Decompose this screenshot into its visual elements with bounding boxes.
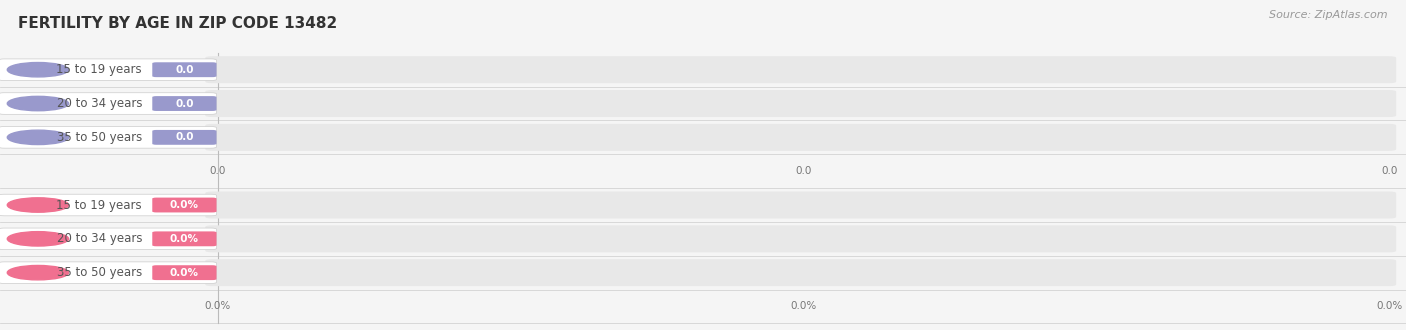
Circle shape: [7, 130, 69, 145]
Text: Source: ZipAtlas.com: Source: ZipAtlas.com: [1270, 10, 1388, 20]
FancyBboxPatch shape: [0, 262, 217, 283]
FancyBboxPatch shape: [205, 191, 1396, 218]
FancyBboxPatch shape: [152, 130, 217, 145]
FancyBboxPatch shape: [152, 231, 217, 246]
Circle shape: [7, 62, 69, 77]
FancyBboxPatch shape: [205, 225, 1396, 252]
FancyBboxPatch shape: [0, 93, 217, 114]
FancyBboxPatch shape: [152, 198, 217, 213]
Text: 0.0%: 0.0%: [1376, 302, 1402, 312]
Text: 0.0%: 0.0%: [170, 200, 198, 210]
FancyBboxPatch shape: [205, 124, 1396, 151]
FancyBboxPatch shape: [0, 127, 217, 148]
FancyBboxPatch shape: [152, 62, 217, 77]
FancyBboxPatch shape: [0, 59, 217, 81]
FancyBboxPatch shape: [205, 90, 1396, 117]
Circle shape: [7, 265, 69, 280]
Text: 20 to 34 years: 20 to 34 years: [56, 232, 142, 245]
FancyBboxPatch shape: [152, 265, 217, 280]
Text: 0.0%: 0.0%: [170, 268, 198, 278]
FancyBboxPatch shape: [0, 228, 217, 249]
Text: 35 to 50 years: 35 to 50 years: [56, 266, 142, 279]
Text: 0.0: 0.0: [176, 132, 194, 142]
FancyBboxPatch shape: [205, 259, 1396, 286]
Text: FERTILITY BY AGE IN ZIP CODE 13482: FERTILITY BY AGE IN ZIP CODE 13482: [18, 16, 337, 31]
Text: 0.0: 0.0: [176, 65, 194, 75]
Text: 15 to 19 years: 15 to 19 years: [56, 63, 142, 76]
Text: 0.0: 0.0: [209, 166, 226, 176]
Text: 0.0%: 0.0%: [790, 302, 817, 312]
Text: 0.0%: 0.0%: [170, 234, 198, 244]
Circle shape: [7, 198, 69, 212]
FancyBboxPatch shape: [0, 194, 217, 216]
Circle shape: [7, 96, 69, 111]
Text: 35 to 50 years: 35 to 50 years: [56, 131, 142, 144]
Text: 0.0%: 0.0%: [205, 302, 231, 312]
Text: 0.0: 0.0: [796, 166, 811, 176]
Text: 0.0: 0.0: [1381, 166, 1398, 176]
Circle shape: [7, 232, 69, 246]
FancyBboxPatch shape: [152, 96, 217, 111]
Text: 15 to 19 years: 15 to 19 years: [56, 199, 142, 212]
Text: 0.0: 0.0: [176, 99, 194, 109]
Text: 20 to 34 years: 20 to 34 years: [56, 97, 142, 110]
FancyBboxPatch shape: [205, 56, 1396, 83]
